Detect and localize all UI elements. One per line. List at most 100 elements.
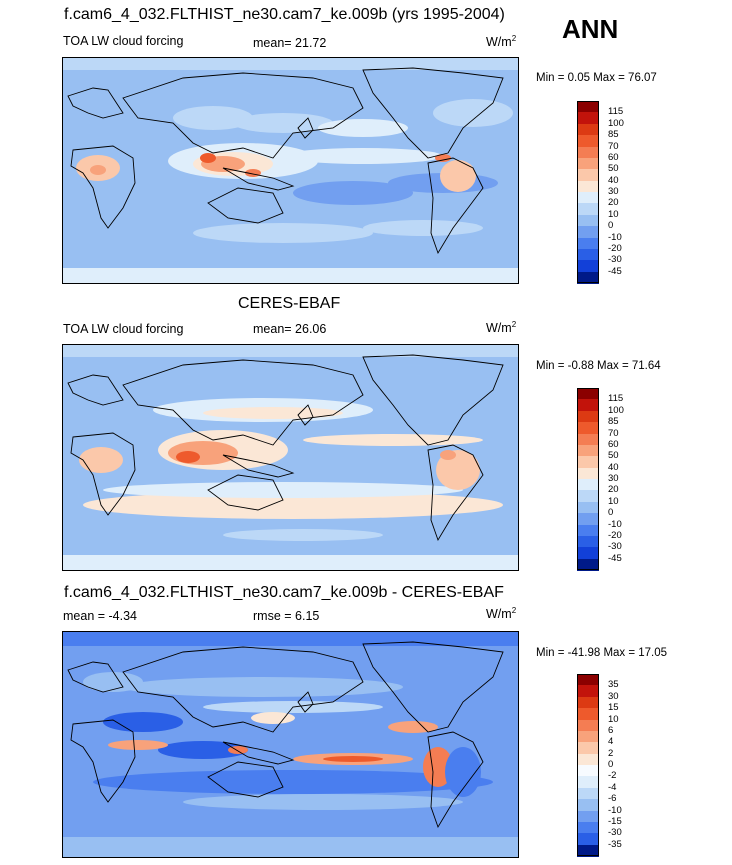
panel2-minmax: Min = -0.88 Max = 71.64 <box>536 360 661 372</box>
colorbar-tick-label: 60 <box>608 438 619 450</box>
panel2-map <box>62 344 519 571</box>
colorbar-frame <box>577 674 599 856</box>
panel2-variable-label: TOA LW cloud forcing <box>63 322 184 336</box>
colorbar-swatch <box>577 203 599 216</box>
panel1-colorbar <box>577 101 599 284</box>
colorbar-swatch <box>577 433 599 446</box>
panel2-colorbar <box>577 388 599 571</box>
colorbar-tick-label: 115 <box>608 393 624 405</box>
panel3-mean-label: mean = -4.34 <box>63 609 138 623</box>
colorbar-tick-label: -2 <box>608 770 617 782</box>
colorbar-swatch <box>577 696 599 709</box>
colorbar-swatch <box>577 169 599 182</box>
panel2-units: W/m2 <box>486 320 517 336</box>
colorbar-swatch <box>577 467 599 480</box>
colorbar-swatch <box>577 844 599 857</box>
colorbar-tick-label: 15 <box>608 702 619 714</box>
colorbar-swatch <box>577 260 599 273</box>
colorbar-tick-label: 85 <box>608 129 619 141</box>
colorbar-tick-label: -30 <box>608 254 622 266</box>
colorbar-swatch <box>577 157 599 170</box>
panel1-variable-label: TOA LW cloud forcing <box>63 34 184 48</box>
colorbar-tick-label: 115 <box>608 106 624 118</box>
colorbar-tick-label: 10 <box>608 208 619 220</box>
colorbar-swatch <box>577 685 599 698</box>
colorbar-tick-label: -20 <box>608 529 622 541</box>
colorbar-swatch <box>577 490 599 503</box>
colorbar-swatch <box>577 753 599 766</box>
colorbar-swatch <box>577 799 599 811</box>
panel2-mean-label: mean= 26.06 <box>253 322 327 336</box>
colorbar-tick-label: -45 <box>608 265 622 277</box>
colorbar-swatch <box>577 410 599 423</box>
panel2-map-svg <box>63 345 518 570</box>
colorbar-swatch <box>577 135 599 147</box>
panel3-rmse-label: rmse = 6.15 <box>253 609 320 623</box>
panel3-map <box>62 631 519 858</box>
colorbar-swatch <box>577 810 599 823</box>
colorbar-swatch <box>577 776 599 789</box>
colorbar-swatch <box>577 214 599 227</box>
colorbar-tick-label: -30 <box>608 827 622 839</box>
colorbar-tick-label: 6 <box>608 724 614 736</box>
colorbar-swatch <box>577 180 599 193</box>
colorbar-swatch <box>577 742 599 755</box>
colorbar-swatch <box>577 821 599 834</box>
colorbar-swatch <box>577 101 599 113</box>
colorbar-swatch <box>577 558 599 571</box>
colorbar-swatch <box>577 513 599 525</box>
colorbar-swatch <box>577 456 599 469</box>
colorbar-swatch <box>577 708 599 720</box>
colorbar-tick-label: 0 <box>608 759 614 770</box>
colorbar-swatch <box>577 192 599 204</box>
colorbar-swatch <box>577 226 599 238</box>
colorbar-tick-label: 50 <box>608 163 619 175</box>
panel1-title: f.cam6_4_032.FLTHIST_ne30.cam7_ke.009b (… <box>64 6 505 23</box>
colorbar-tick-label: 35 <box>608 679 619 691</box>
panel3-colorbar <box>577 674 599 857</box>
colorbar-swatch <box>577 719 599 732</box>
colorbar-tick-label: -20 <box>608 242 622 254</box>
colorbar-swatch <box>577 787 599 800</box>
colorbar-tick-label: 2 <box>608 747 614 759</box>
colorbar-tick-label: -10 <box>608 231 622 243</box>
panel1-units: W/m2 <box>486 34 517 50</box>
panel3-title: f.cam6_4_032.FLTHIST_ne30.cam7_ke.009b -… <box>64 584 504 601</box>
colorbar-tick-label: 30 <box>608 473 619 484</box>
colorbar-swatch <box>577 535 599 548</box>
colorbar-tick-label: 40 <box>608 174 619 186</box>
colorbar-swatch <box>577 524 599 537</box>
colorbar-tick-label: -30 <box>608 541 622 553</box>
colorbar-frame <box>577 388 599 570</box>
colorbar-swatch <box>577 833 599 846</box>
panel3-units: W/m2 <box>486 606 517 622</box>
colorbar-swatch <box>577 271 599 284</box>
colorbar-tick-label: 20 <box>608 484 619 496</box>
colorbar-tick-label: 100 <box>608 404 624 416</box>
colorbar-swatch <box>577 501 599 514</box>
panel2-title: CERES-EBAF <box>238 295 341 312</box>
colorbar-tick-label: 50 <box>608 450 619 462</box>
colorbar-swatch <box>577 547 599 560</box>
colorbar-swatch <box>577 730 599 743</box>
colorbar-tick-label: -6 <box>608 793 617 805</box>
colorbar-tick-label: 30 <box>608 186 619 197</box>
colorbar-tick-label: 20 <box>608 197 619 209</box>
colorbar-frame <box>577 101 599 283</box>
colorbar-tick-label: -4 <box>608 781 617 793</box>
colorbar-swatch <box>577 146 599 159</box>
colorbar-tick-label: 0 <box>608 507 614 519</box>
colorbar-tick-label: 70 <box>608 140 619 152</box>
colorbar-swatch <box>577 479 599 491</box>
colorbar-tick-label: -35 <box>608 838 622 850</box>
colorbar-tick-label: 30 <box>608 690 619 702</box>
colorbar-tick-label: 85 <box>608 416 619 428</box>
colorbar-swatch <box>577 765 599 777</box>
colorbar-swatch <box>577 112 599 125</box>
colorbar-tick-label: 60 <box>608 151 619 163</box>
colorbar-tick-label: -15 <box>608 815 622 827</box>
colorbar-tick-label: -10 <box>608 518 622 530</box>
panel1-mean-label: mean= 21.72 <box>253 36 327 50</box>
colorbar-tick-label: 4 <box>608 736 614 748</box>
colorbar-swatch <box>577 388 599 400</box>
